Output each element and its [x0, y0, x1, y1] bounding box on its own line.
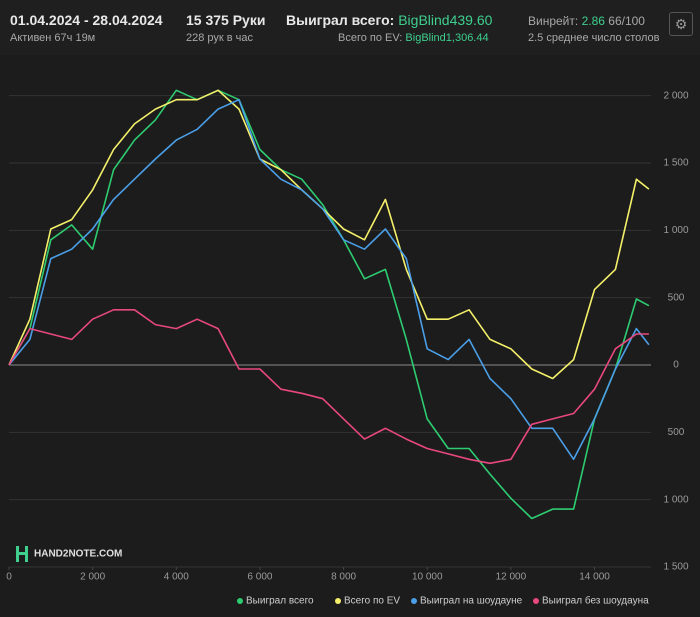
- legend-dot: [533, 598, 539, 604]
- hands: 15 375 Руки: [186, 12, 266, 28]
- x-tick-label: 2 000: [80, 572, 105, 583]
- legend-dot: [237, 598, 243, 604]
- ev-total: Всего по EV: BigBlind1,306.44: [338, 32, 489, 44]
- y-tick-label: 2 000: [663, 90, 688, 101]
- legend-dot: [411, 598, 417, 604]
- active-time: Активен 67ч 19м: [10, 32, 96, 44]
- logo-text: HAND2NOTE.COM: [34, 549, 122, 560]
- label: Винрейт:: [528, 14, 579, 28]
- label: Всего по EV:: [338, 32, 403, 44]
- y-tick-label: 1 000: [663, 494, 688, 505]
- series-line: [8, 89, 650, 380]
- series-line: [8, 89, 650, 520]
- x-tick-label: 6 000: [247, 572, 272, 583]
- legend-label: Выиграл без шоудауна: [542, 595, 649, 607]
- x-tick-label: 10 000: [412, 572, 443, 583]
- settings-button[interactable]: ⚙: [669, 12, 693, 36]
- series-line: [8, 309, 649, 465]
- plot-bg: [0, 55, 700, 617]
- value: BigBlind439.60: [398, 12, 493, 28]
- tables: 2.5 среднее число столов: [528, 32, 660, 44]
- period: 01.04.2024 - 28.04.2024: [10, 12, 163, 28]
- x-tick-label: 4 000: [164, 572, 189, 583]
- legend-label: Всего по EV: [344, 596, 400, 607]
- x-tick-label: 8 000: [331, 572, 356, 583]
- x-tick-label: 14 000: [579, 572, 610, 583]
- winrate: Винрейт: 2.86 66/100: [528, 14, 645, 28]
- unit: 66/100: [608, 14, 645, 28]
- legend-dot: [335, 598, 341, 604]
- logo: HAND2NOTE.COM: [16, 546, 122, 562]
- label: Выиграл всего:: [286, 12, 395, 28]
- y-tick-label: 1 000: [663, 225, 688, 236]
- y-tick-label: 500: [668, 427, 685, 438]
- value: BigBlind1,306.44: [405, 32, 489, 44]
- legend-label: Выиграл на шоудауне: [420, 596, 523, 607]
- y-tick-label: 1 500: [663, 562, 688, 573]
- y-tick-label: 1 500: [663, 158, 688, 169]
- x-tick-label: 0: [6, 572, 12, 583]
- y-tick-label: 0: [673, 360, 679, 371]
- value: 2.86: [581, 14, 605, 28]
- won-total: Выиграл всего: BigBlind439.60: [286, 12, 492, 28]
- logo-icon: [16, 552, 28, 555]
- y-tick-label: 500: [668, 292, 685, 303]
- hands-rate: 228 рук в час: [186, 32, 254, 44]
- legend-label: Выиграл всего: [246, 596, 314, 607]
- logo-icon: [25, 546, 28, 562]
- x-tick-label: 12 000: [496, 572, 527, 583]
- series-line: [8, 98, 650, 461]
